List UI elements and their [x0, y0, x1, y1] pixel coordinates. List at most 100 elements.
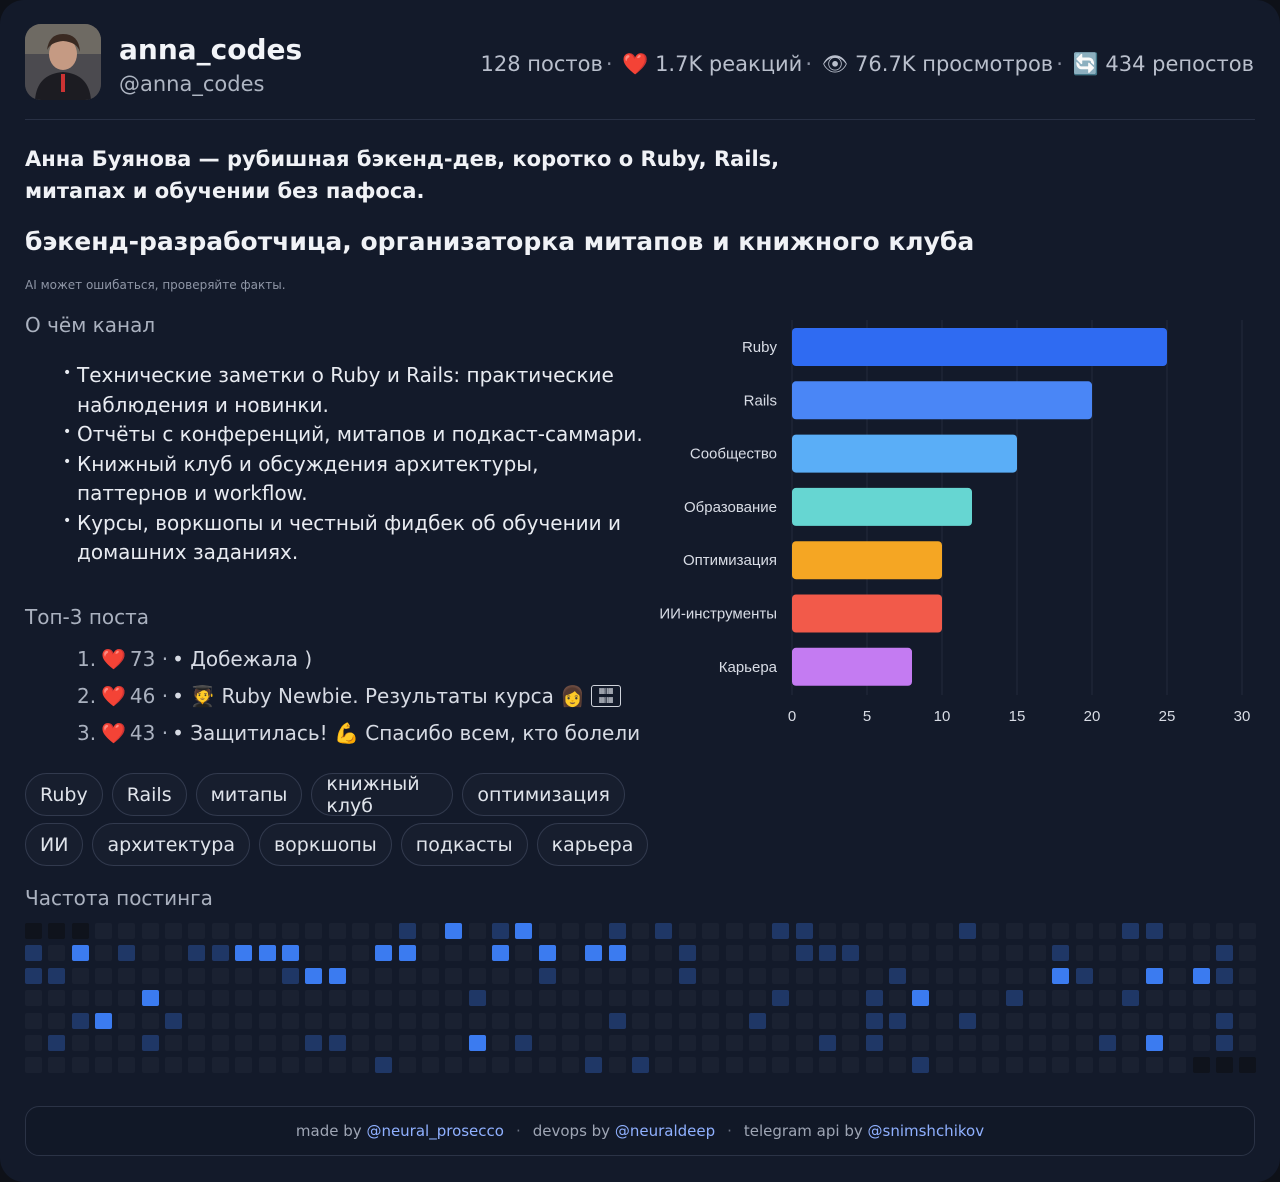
heatmap-cell — [25, 1012, 42, 1029]
heatmap-cell — [1075, 967, 1093, 984]
bar-4[interactable] — [792, 541, 942, 580]
tag-chip[interactable]: оптимизация — [462, 773, 625, 816]
heatmap-cell — [585, 1057, 603, 1074]
list-item: • Книжный клуб и обсуждения архитектуры, … — [63, 451, 539, 506]
reposts-count: 434 репостов — [1105, 52, 1254, 76]
heatmap-cell — [772, 990, 790, 1007]
tag-chip[interactable]: архитектура — [92, 823, 250, 866]
heatmap-cell — [959, 1057, 976, 1074]
heatmap-cell — [1239, 990, 1257, 1007]
heatmap-cell — [305, 1012, 323, 1029]
heatmap-cell — [1075, 1035, 1093, 1051]
api-link[interactable]: @snimshchikov — [867, 1122, 985, 1140]
tag-chip[interactable]: ИИ — [25, 823, 84, 866]
heatmap-cell — [351, 1012, 369, 1029]
heatmap-cell — [888, 1012, 906, 1029]
heatmap-cell — [118, 923, 136, 939]
heatmap-cell — [1145, 967, 1163, 984]
heatmap-cell — [48, 923, 66, 939]
heatmap-cell — [305, 923, 323, 939]
avatar[interactable] — [25, 24, 101, 100]
x-tick-label: 30 — [1234, 708, 1251, 725]
x-tick-label: 20 — [1084, 708, 1101, 725]
profile-handle[interactable]: @anna_codes — [119, 72, 265, 96]
top-post-item[interactable]: 3. ❤️ 43 · • Защитилась! 💪 Спасибо всем,… — [77, 720, 641, 745]
frequency-title: Частота постинга — [25, 886, 213, 910]
heatmap-cell — [235, 1012, 253, 1029]
bar-1[interactable] — [792, 381, 1092, 420]
heatmap-cell — [165, 990, 183, 1007]
heatmap-cell — [912, 923, 930, 939]
heatmap-cell — [1029, 1057, 1047, 1074]
tag-row: ИИ архитектура воркшопы подкасты карьера — [25, 823, 649, 866]
topics-bar-chart: 0 5 10 15 20 25 30 Ruby Rails Сообщество Образован… — [659, 320, 1251, 725]
bar-2[interactable] — [792, 434, 1017, 473]
heatmap-cell — [515, 990, 533, 1007]
heatmap-cell — [1122, 990, 1140, 1007]
heatmap-cell — [445, 967, 463, 984]
heatmap-cell — [748, 967, 766, 984]
heatmap-cell — [982, 990, 1000, 1007]
heatmap-cell — [375, 1035, 393, 1051]
top-post-item[interactable]: 1. ❤️ 73 · • Добежала ) — [77, 646, 313, 671]
ai-disclaimer: AI может ошибаться, проверяйте факты. — [25, 278, 286, 292]
heatmap-cell — [375, 923, 393, 939]
heatmap-cell — [235, 945, 253, 962]
heatmap-cell — [235, 1035, 253, 1051]
heatmap-cell — [888, 1035, 906, 1051]
heatmap-cell — [982, 1035, 1000, 1051]
tag-chip[interactable]: митапы — [195, 773, 303, 816]
heatmap-cell — [1029, 967, 1047, 984]
tag-chip[interactable]: Ruby — [25, 773, 103, 816]
devops-link[interactable]: @neuraldeep — [614, 1122, 716, 1140]
heatmap-cell — [1052, 923, 1070, 939]
heatmap-cell — [305, 967, 323, 984]
heatmap-cell — [888, 945, 906, 962]
heatmap-cell — [538, 923, 556, 939]
heatmap-cell — [1075, 945, 1093, 962]
heatmap-cell — [445, 945, 463, 962]
heatmap-cell — [1122, 1035, 1140, 1051]
bar-0[interactable] — [792, 328, 1167, 366]
heatmap-cell — [702, 967, 720, 984]
bar-5[interactable] — [792, 594, 942, 633]
heatmap-cell — [842, 990, 860, 1007]
heatmap-cell — [538, 967, 556, 984]
heatmap-cell — [398, 967, 416, 984]
heatmap-cell — [912, 1035, 930, 1051]
heatmap-cell — [281, 1035, 299, 1051]
views-count: 76.7K просмотров — [855, 52, 1054, 76]
heatmap-cell — [492, 1012, 509, 1029]
bar-6[interactable] — [792, 647, 912, 686]
heatmap-cell — [281, 990, 299, 1007]
tag-chip[interactable]: Rails — [111, 773, 187, 816]
list-item: • Курсы, воркшопы и честный фидбек об обу… — [63, 510, 622, 565]
tag-chip[interactable]: воркшопы — [258, 823, 392, 866]
heatmap-cell — [1099, 923, 1117, 939]
heatmap-cell — [865, 1035, 883, 1051]
tag-chip[interactable]: карьера — [536, 823, 649, 866]
heatmap-cell — [1239, 1035, 1257, 1051]
heatmap-cell — [328, 945, 346, 962]
heatmap-cell — [818, 923, 836, 939]
heatmap-cell — [118, 1012, 136, 1029]
bar-3[interactable] — [792, 487, 972, 526]
heatmap-cell — [632, 1012, 650, 1029]
heatmap-cell — [95, 945, 113, 962]
heatmap-cell — [1052, 1012, 1070, 1029]
heatmap-cell — [1145, 923, 1163, 939]
heatmap-cell — [492, 945, 509, 962]
heatmap-cell — [608, 1012, 626, 1029]
tag-chip[interactable]: подкасты — [400, 823, 528, 866]
heatmap-cell — [1029, 945, 1047, 962]
heatmap-cell — [888, 967, 906, 984]
made-by-link[interactable]: @neural_prosecco — [366, 1122, 504, 1140]
top-post-item[interactable]: 2. ❤️ 46 · • 🧑‍🎓 Ruby Newbie. Результаты… — [77, 677, 640, 714]
tag-chip[interactable]: книжный клуб — [311, 773, 454, 817]
heatmap-cell — [1005, 1012, 1023, 1029]
heatmap-cell — [585, 990, 603, 1007]
heatmap-cell — [211, 1012, 229, 1029]
heatmap-cell — [375, 967, 393, 984]
heatmap-cell — [1029, 923, 1047, 939]
heatmap-cell — [118, 1057, 136, 1074]
